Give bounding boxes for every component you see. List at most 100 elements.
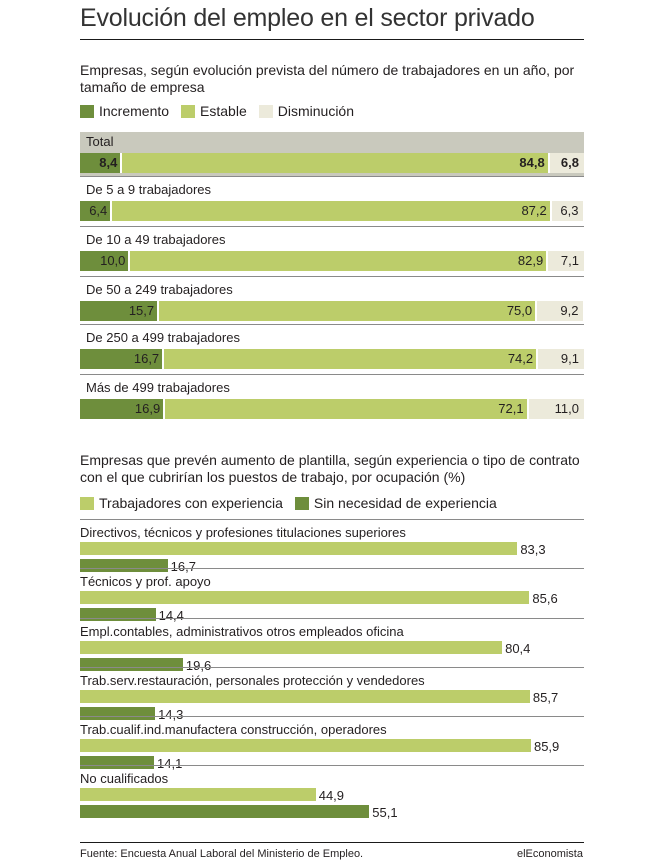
bar-segment-estable [164,349,539,369]
bar-sin-necesidad-de-experiencia [80,559,168,572]
title-rule [80,39,584,40]
legend-swatch-incremento [80,104,94,118]
category-label-empl-contables-administrativos-otros-empleados-oficina: Empl.contables, administrativos otros em… [80,624,404,639]
category-label-no-cualificados: No cualificados [80,771,169,786]
bar-segment-disminucion [548,251,584,271]
bar-segment-disminucion [551,201,584,221]
category-label-trab-serv-restauracion-personales-proteccion-y-vendedores: Trab.serv.restauración, personales prote… [80,673,425,688]
legend-label-incremento: Incremento [99,103,170,119]
source-note: Fuente: Encuesta Anual Laboral del Minis… [80,848,364,860]
category-label-de-250-a-499-trabajadores: De 250 a 499 trabajadores [86,330,240,345]
bar-sin-necesidad-de-experiencia [80,756,155,769]
data-label-disminucion: 9,1 [560,351,579,366]
data-label-incremento: 15,7 [128,303,155,318]
category-label-tecnicos-y-prof-apoyo: Técnicos y prof. apoyo [80,574,211,589]
bar-segment-estable [165,399,529,419]
data-label-sin-necesidad-de-experiencia: 16,7 [170,559,196,574]
bar-sin-necesidad-de-experiencia [80,805,370,818]
row-separator [80,765,584,766]
category-label-mas-de-499-trabajadores: Más de 499 trabajadores [86,380,230,395]
bar-sin-necesidad-de-experiencia [80,658,183,671]
data-label-incremento: 16,9 [134,401,161,416]
bar-trabajadores-con-experiencia [80,690,530,703]
legend-swatch-sin-experiencia [294,496,309,510]
data-label-trabajadores-con-experiencia: 83,3 [520,542,546,557]
bar-segment-disminucion [538,349,584,369]
legend-item-incremento: Incremento [80,103,169,119]
bar-trabajadores-con-experiencia [80,542,518,555]
chart1-legend: Incremento Estable Disminución [80,102,366,120]
bar-segment-estable [130,251,549,271]
category-label-de-10-a-49-trabajadores: De 10 a 49 trabajadores [86,232,226,247]
bar-segment-estable [112,201,552,221]
legend-swatch-estable [181,104,196,118]
data-label-estable: 84,8 [519,155,545,170]
bar-segment-incremento [80,399,166,419]
data-label-sin-necesidad-de-experiencia: 14,4 [158,608,184,623]
legend-label-disminucion: Disminución [277,103,354,119]
bar-segment-incremento [80,349,165,369]
row-separator [80,276,584,277]
bar-sin-necesidad-de-experiencia [80,608,156,621]
row-separator [80,226,584,227]
category-label-de-50-a-249-trabajadores: De 50 a 249 trabajadores [86,282,233,297]
data-label-trabajadores-con-experiencia: 85,7 [532,690,559,705]
legend-label-estable: Estable [200,103,247,119]
bar-trabajadores-con-experiencia [80,591,530,604]
chart2-legend: Trabajadores con experiencia Sin necesid… [80,494,509,512]
data-label-estable: 74,2 [507,351,534,366]
bar-segment-disminucion [528,399,584,419]
row-separator [80,176,584,177]
legend-swatch-con-experiencia [80,496,94,510]
bar-sin-necesidad-de-experiencia [80,707,156,720]
data-label-disminucion: 11,0 [554,401,579,416]
row-separator [80,374,584,375]
row-separator [80,667,584,668]
data-label-estable: 87,2 [521,203,547,218]
data-label-disminucion: 6,3 [560,203,579,218]
legend-item-disminucion: Disminución [258,103,354,119]
legend-item-sin-experiencia: Sin necesidad de experiencia [294,495,497,511]
data-label-incremento: 6,4 [89,203,108,218]
data-label-disminucion: 7,1 [560,253,579,268]
row-separator [80,519,584,520]
bar-segment-incremento [80,201,113,221]
category-label-total: Total [86,134,114,149]
data-label-incremento: 10,0 [100,253,126,268]
bar-segment-estable [122,153,550,173]
category-label-trab-cualif-ind-manufactera-construccion-operadores: Trab.cualif.ind.manufactera construcción… [80,722,387,737]
legend-swatch-disminucion [258,104,273,118]
data-label-trabajadores-con-experiencia: 80,4 [505,641,531,656]
row-separator [80,324,584,325]
bar-segment-estable [159,301,538,321]
row-separator [80,568,584,569]
data-label-estable: 75,0 [506,303,533,318]
bar-segment-disminucion [537,301,584,321]
data-label-estable: 72,1 [498,401,524,416]
legend-label-con-experiencia: Trabajadores con experiencia [99,495,283,511]
data-label-estable: 82,9 [517,253,544,268]
data-label-sin-necesidad-de-experiencia: 14,1 [157,756,183,771]
bar-segment-incremento [80,251,131,271]
data-label-trabajadores-con-experiencia: 85,9 [533,739,560,754]
brand-logo: elEconomista [516,848,583,860]
chart2-title: Empresas que prevén aumento de plantilla… [80,452,580,485]
data-label-sin-necesidad-de-experiencia: 14,3 [158,707,184,722]
legend-label-sin-experiencia: Sin necesidad de experiencia [313,495,497,511]
data-label-disminucion: 6,8 [560,155,579,170]
data-label-incremento: 8,4 [99,155,118,170]
chart1-title: Empresas, según evolución prevista del n… [80,62,575,95]
bar-segment-disminucion [549,153,584,173]
category-label-de-5-a-9-trabajadores: De 5 a 9 trabajadores [86,182,212,197]
bar-segment-incremento [80,153,123,173]
data-label-sin-necesidad-de-experiencia: 55,1 [372,805,398,820]
bar-trabajadores-con-experiencia [80,788,316,801]
page-title: Evolución del empleo en el sector privad… [80,4,535,32]
data-label-trabajadores-con-experiencia: 85,6 [532,591,558,606]
data-label-disminucion: 9,2 [560,303,579,318]
row-separator [80,716,584,717]
footer-rule [80,842,584,843]
bar-segment-incremento [80,301,160,321]
data-label-incremento: 16,7 [133,351,160,366]
